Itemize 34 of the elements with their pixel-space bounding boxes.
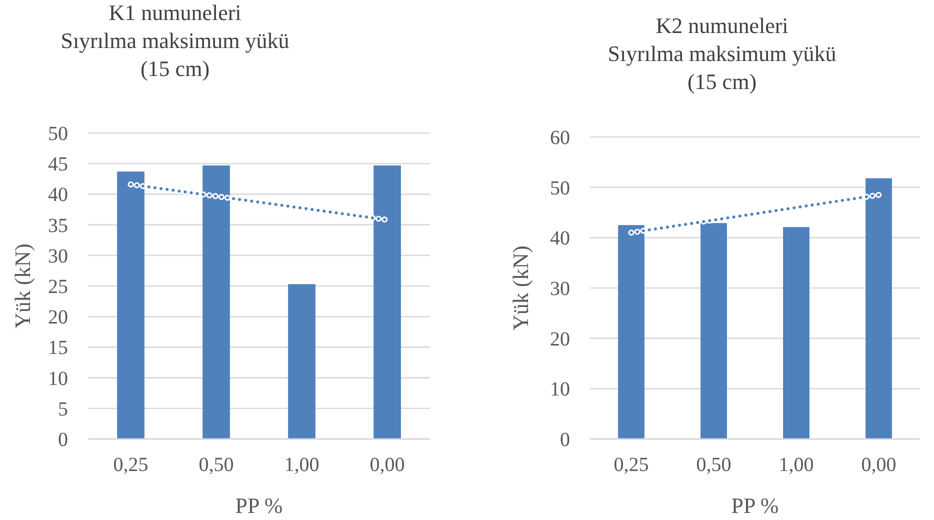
- y-tick-label: 20: [48, 306, 68, 329]
- x-tick-label: 0,00: [370, 454, 405, 476]
- y-tick-label: 60: [550, 127, 570, 149]
- x-axis-title: PP %: [731, 493, 779, 518]
- y-tick-label: 50: [48, 123, 68, 145]
- y-tick-label: 25: [48, 276, 68, 298]
- y-tick-label: 35: [48, 214, 68, 237]
- x-axis-title: PP %: [235, 493, 283, 518]
- x-tick-label: 0,00: [861, 454, 896, 476]
- y-tick-label: 40: [48, 184, 68, 206]
- x-tick-label: 0,25: [113, 454, 148, 476]
- y-tick-label: 5: [58, 398, 68, 420]
- bar: [783, 227, 810, 439]
- y-tick-label: 45: [48, 154, 68, 176]
- chart-title: K2 numuneleri Sıyrılma maksimum yükü (15 cm): [608, 13, 836, 94]
- y-tick-label: 15: [48, 337, 68, 360]
- y-tick-label: 10: [48, 368, 68, 390]
- bar: [288, 284, 316, 439]
- y-tick-label: 30: [48, 245, 68, 268]
- x-tick-label: 1,00: [284, 454, 320, 476]
- x-tick-label: 0,50: [198, 454, 234, 476]
- y-tick-label: 10: [550, 378, 570, 401]
- y-tick-label: 0: [58, 429, 68, 451]
- y-tick-label: 20: [550, 328, 570, 350]
- x-tick-label: 0,25: [614, 454, 649, 476]
- y-tick-label: 0: [560, 429, 570, 451]
- chart-title: K1 numuneleri Sıyrılma maksimum yükü (15 cm): [60, 0, 290, 81]
- x-tick-label: 0,50: [696, 454, 732, 476]
- y-tick-label: 50: [550, 177, 570, 200]
- y-axis-title: Yük (kN): [508, 246, 533, 330]
- x-tick-label: 1,00: [778, 454, 814, 476]
- y-tick-label: 30: [550, 278, 570, 300]
- y-tick-label: 40: [550, 228, 570, 250]
- y-axis-title: Yük (kN): [10, 244, 35, 328]
